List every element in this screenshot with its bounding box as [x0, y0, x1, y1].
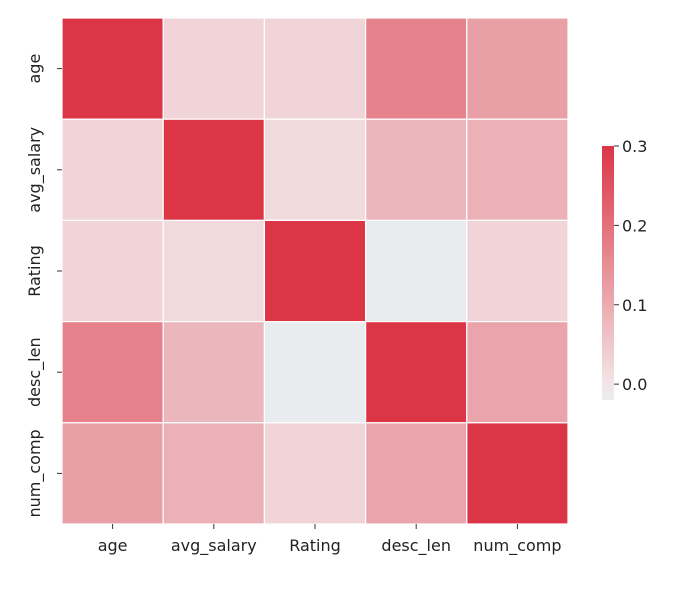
x-tick-label: desc_len: [381, 536, 451, 556]
y-tick-label: num_comp: [25, 429, 45, 517]
heatmap-cell-num_comp-num_comp: [466, 422, 569, 525]
heatmap-cell-num_comp-avg_salary: [162, 422, 265, 525]
y-tick-label: avg_salary: [25, 127, 45, 213]
x-tick-label: age: [98, 536, 128, 555]
x-tick-label: avg_salary: [171, 536, 257, 556]
heatmap-cell-age-Rating: [263, 17, 367, 120]
y-tick-label: desc_len: [25, 337, 45, 407]
heatmap-cell-Rating-avg_salary: [162, 219, 265, 323]
heatmap-cell-desc_len-num_comp: [466, 321, 569, 424]
colorbar-tick-label: 0.2: [622, 216, 647, 235]
x-axis: age avg_salary Rating desc_len num_comp: [98, 524, 562, 556]
heatmap-cell-num_comp-Rating: [263, 422, 367, 525]
y-tick-label: Rating: [25, 245, 44, 297]
heatmap-cell-Rating-desc_len: [365, 219, 468, 323]
heatmap-cell-avg_salary-avg_salary: [162, 118, 265, 221]
colorbar-gradient: [602, 146, 614, 400]
heatmap-cell-age-avg_salary: [162, 17, 265, 120]
x-tick-label: num_comp: [473, 536, 561, 556]
heatmap-cell-desc_len-age: [61, 321, 164, 424]
heatmap-cell-desc_len-desc_len: [365, 321, 468, 424]
colorbar: 0.0 0.1 0.2 0.3: [602, 137, 647, 400]
heatmap-cell-avg_salary-age: [61, 118, 164, 221]
colorbar-tick-label: 0.3: [622, 137, 647, 156]
heatmap-cell-age-age: [61, 17, 164, 120]
heatmap-cell-avg_salary-desc_len: [365, 118, 468, 221]
colorbar-tick-label: 0.0: [622, 375, 647, 394]
heatmap-cell-Rating-age: [61, 219, 164, 323]
heatmap-cell-avg_salary-Rating: [263, 118, 367, 221]
heatmap-cell-Rating-Rating: [263, 219, 367, 323]
heatmap-cell-Rating-num_comp: [466, 219, 569, 323]
y-tick-label: age: [25, 54, 44, 84]
x-tick-label: Rating: [289, 536, 341, 555]
colorbar-tick-label: 0.1: [622, 296, 647, 315]
y-axis: age avg_salary Rating desc_len num_comp: [25, 54, 62, 518]
heatmap-cell-desc_len-avg_salary: [162, 321, 265, 424]
heatmap-cell-num_comp-desc_len: [365, 422, 468, 525]
heatmap-cell-avg_salary-num_comp: [466, 118, 569, 221]
heatmap-cell-desc_len-Rating: [263, 321, 367, 424]
heatmap-cells: [61, 17, 569, 525]
heatmap-cell-age-num_comp: [466, 17, 569, 120]
heatmap-cell-age-desc_len: [365, 17, 468, 120]
heatmap-cell-num_comp-age: [61, 422, 164, 525]
